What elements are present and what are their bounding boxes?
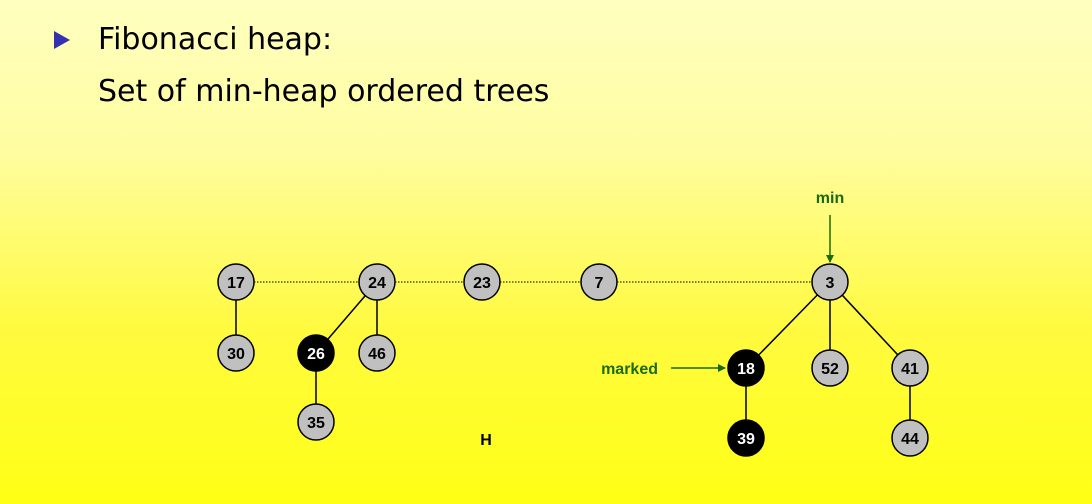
marked-heap-node: 18 (727, 349, 765, 387)
heap-nodes: 17 24 23 7 3 30 26 46 35 18 52 41 39 44 (217, 263, 929, 457)
marked-pointer: marked (601, 361, 726, 378)
tree-edge (327, 295, 366, 340)
heap-label: H (480, 432, 492, 449)
node-circle (811, 349, 849, 387)
node-key-label: 35 (307, 415, 325, 432)
node-circle (891, 349, 929, 387)
node-circle (297, 403, 335, 441)
node-circle (811, 263, 849, 301)
marked-heap-node: 39 (727, 419, 765, 457)
node-circle (727, 349, 765, 387)
heap-node: 17 (217, 263, 255, 301)
node-circle (217, 263, 255, 301)
tree-edges (235, 294, 911, 420)
node-key-label: 23 (473, 275, 491, 292)
tree-edge (758, 294, 818, 356)
node-circle (727, 419, 765, 457)
marked-heap-node: 26 (297, 334, 335, 372)
heap-node: 35 (297, 403, 335, 441)
node-circle (358, 263, 396, 301)
node-circle (891, 419, 929, 457)
node-key-label: 26 (307, 346, 325, 363)
heap-node: 41 (891, 349, 929, 387)
node-key-label: 24 (368, 275, 386, 292)
node-key-label: 3 (826, 275, 835, 292)
heap-node: 46 (358, 334, 396, 372)
node-key-label: 30 (227, 346, 245, 363)
bullet-triangle-icon (54, 31, 70, 49)
heap-node: 23 (463, 263, 501, 301)
node-key-label: 7 (595, 275, 604, 292)
node-key-label: 44 (901, 431, 919, 448)
node-circle (217, 334, 255, 372)
heap-node: 44 (891, 419, 929, 457)
node-circle (580, 263, 618, 301)
node-key-label: 17 (227, 275, 245, 292)
node-circle (297, 334, 335, 372)
tree-edge (841, 294, 899, 356)
node-circle (358, 334, 396, 372)
heap-node: 52 (811, 349, 849, 387)
node-key-label: 52 (821, 361, 839, 378)
bullet-title: Fibonacci heap: (98, 22, 333, 57)
node-key-label: 41 (901, 361, 919, 378)
heap-node: 24 (358, 263, 396, 301)
heap-node: 7 (580, 263, 618, 301)
node-key-label: 46 (368, 346, 386, 363)
node-key-label: 39 (737, 431, 755, 448)
min-pointer: min (816, 190, 844, 263)
marked-label: marked (601, 361, 658, 378)
node-key-label: 18 (737, 361, 755, 378)
node-circle (463, 263, 501, 301)
heap-node: 3 (811, 263, 849, 301)
heap-node: 30 (217, 334, 255, 372)
bullet-subtitle: Set of min-heap ordered trees (98, 74, 550, 109)
min-label: min (816, 190, 844, 207)
